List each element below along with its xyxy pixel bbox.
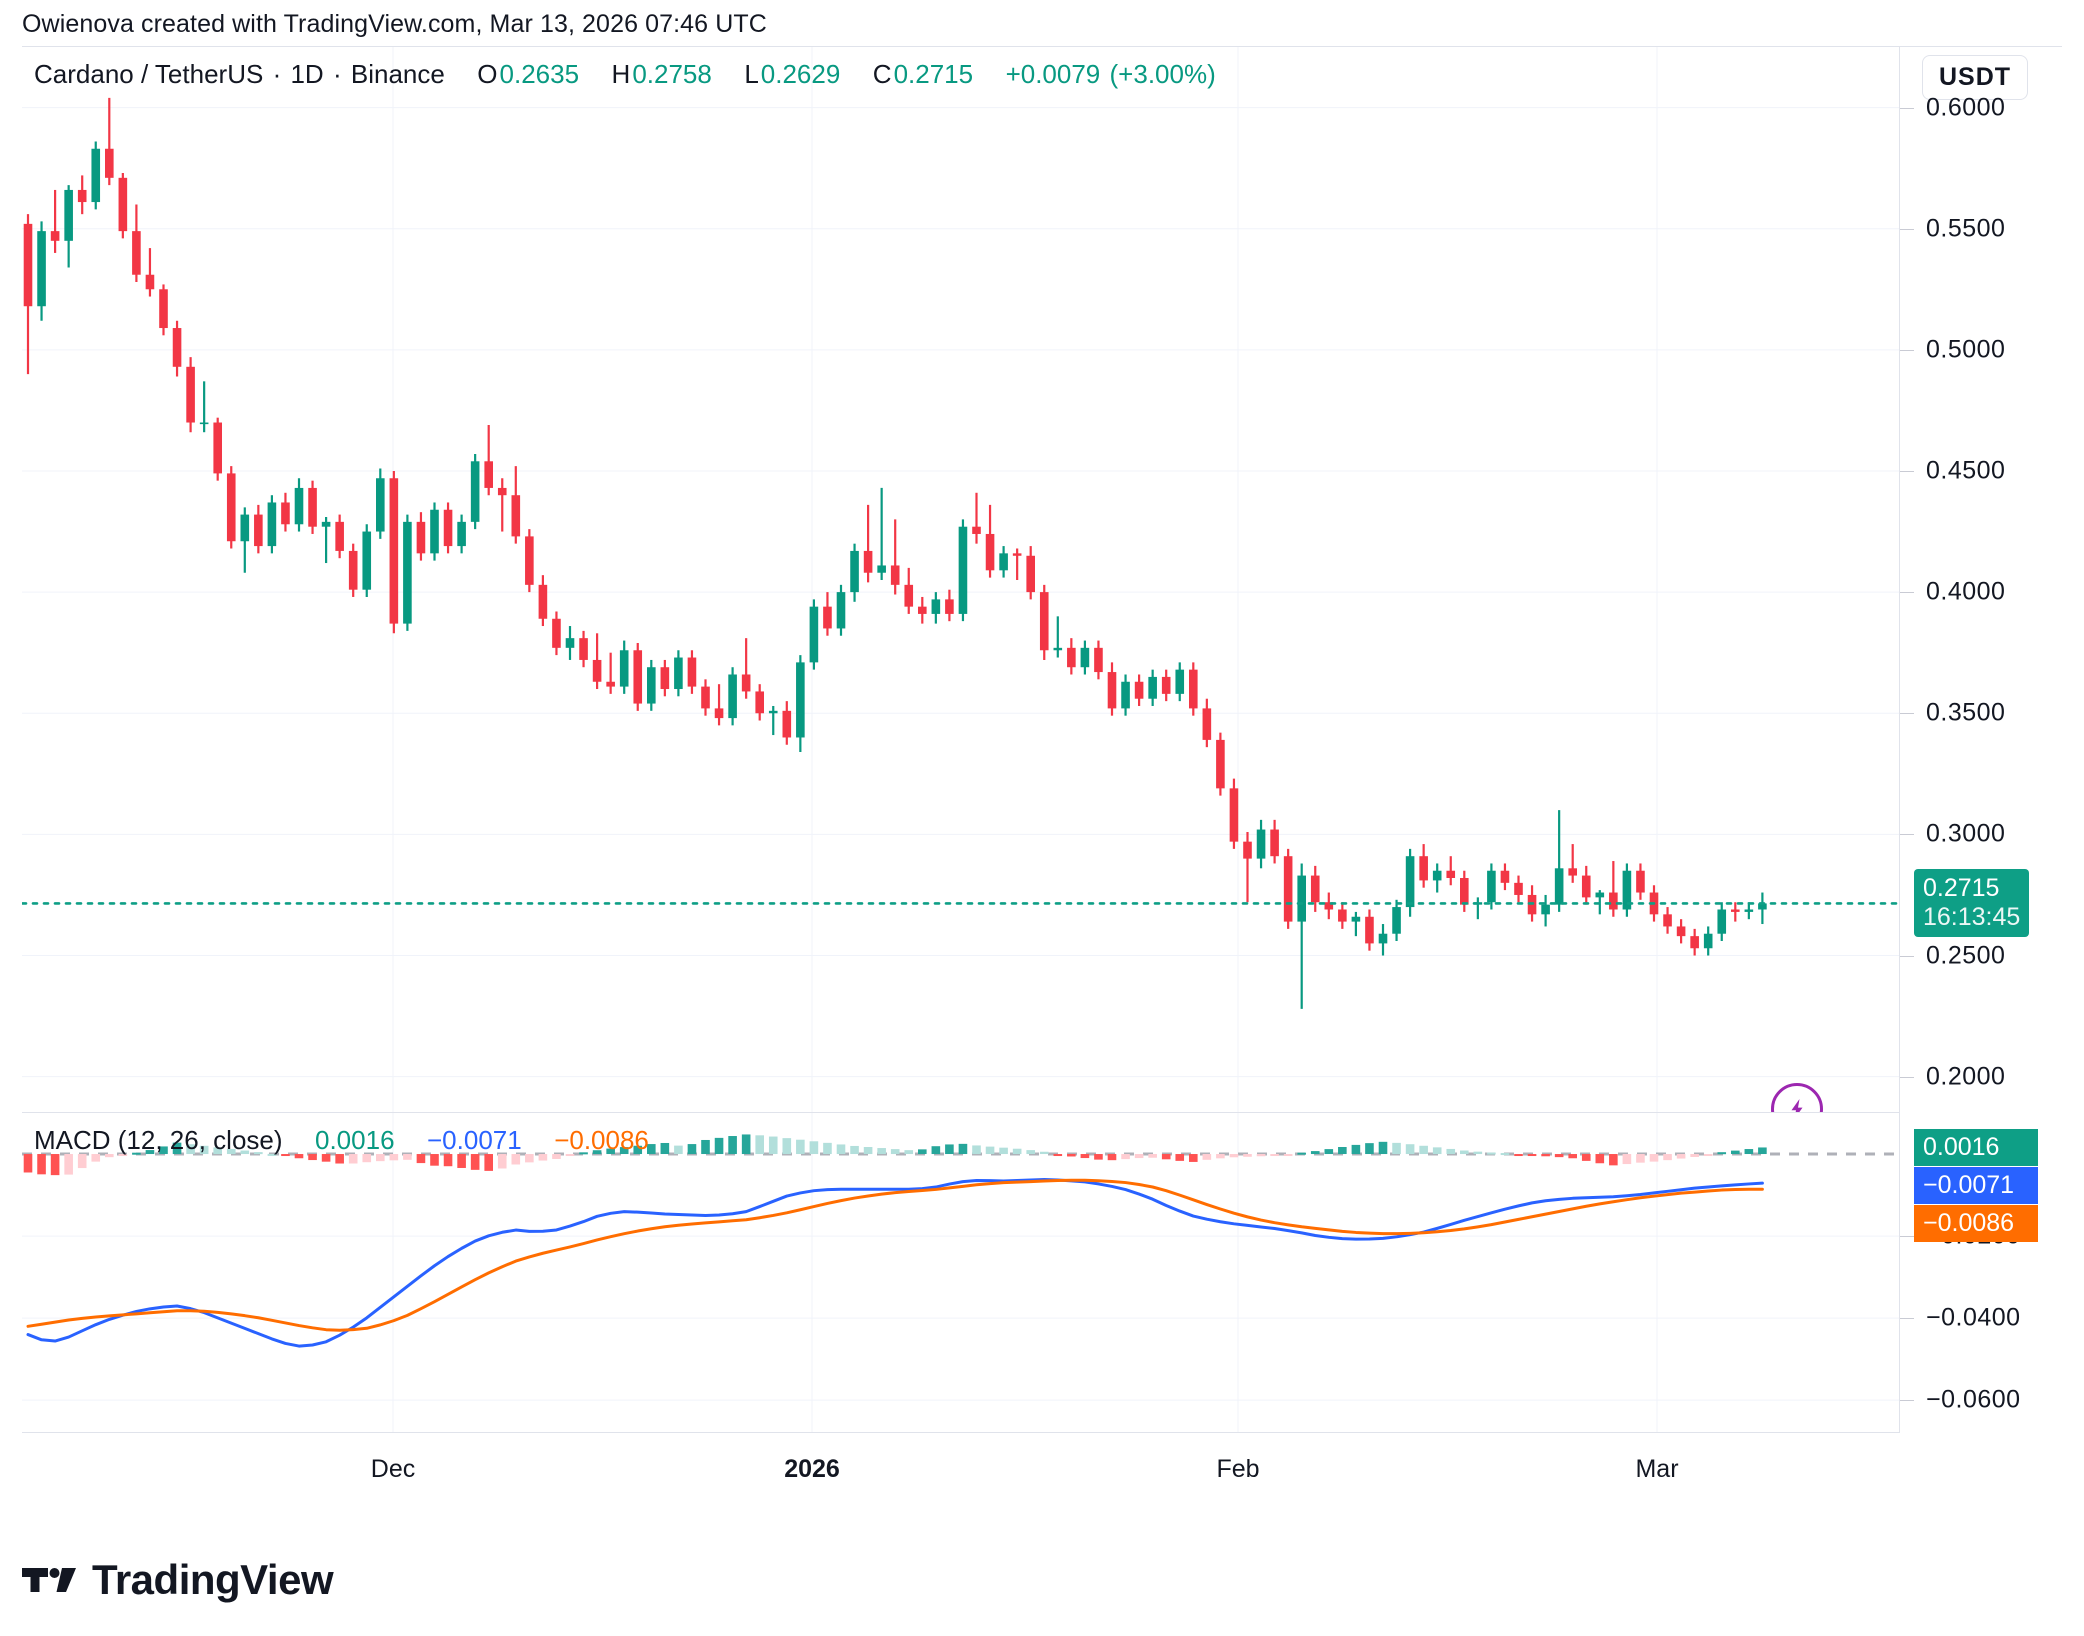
price-axis-tick bbox=[1900, 713, 1914, 715]
macd-line-badge[interactable]: −0.0071 bbox=[1914, 1167, 2038, 1205]
chart-frame: Cardano / TetherUS · 1D · Binance O0.263… bbox=[22, 46, 2062, 1498]
price-axis-tick-label: 0.3500 bbox=[1926, 698, 2006, 727]
price-axis-tick-label: 0.2000 bbox=[1926, 1062, 2006, 1091]
time-axis-label: Dec bbox=[370, 1455, 416, 1483]
macd-hist-value: 0.0016 bbox=[315, 1125, 395, 1155]
macd-signal-value: −0.0086 bbox=[554, 1125, 649, 1155]
legend-exchange[interactable]: Binance bbox=[350, 59, 445, 89]
macd-axis[interactable]: −0.0200−0.0400−0.06000.0016−0.0071−0.008… bbox=[1900, 1113, 2062, 1433]
price-chart-pane[interactable]: Cardano / TetherUS · 1D · Binance O0.263… bbox=[22, 47, 1900, 1113]
time-axis-label: Feb bbox=[1216, 1455, 1260, 1483]
price-axis-tick bbox=[1900, 470, 1914, 472]
legend-interval[interactable]: 1D bbox=[290, 59, 324, 89]
current-price-value: 0.2715 bbox=[1923, 874, 2000, 903]
legend-low-value: 0.2629 bbox=[760, 59, 841, 89]
legend-change-percent: (+3.00%) bbox=[1109, 59, 1216, 89]
time-axis-label: Mar bbox=[1635, 1455, 1679, 1483]
legend-high-label: H bbox=[611, 59, 631, 89]
attribution-text: Owienova created with TradingView.com, M… bbox=[22, 10, 767, 38]
macd-axis-tick bbox=[1900, 1400, 1914, 1402]
current-price-badge[interactable]: 0.2715 16:13:45 bbox=[1914, 869, 2030, 938]
price-axis-tick bbox=[1900, 228, 1914, 230]
candle-countdown-timer: 16:13:45 bbox=[1923, 903, 2021, 932]
legend-close-label: C bbox=[872, 59, 892, 89]
macd-signal-badge[interactable]: −0.0086 bbox=[1914, 1205, 2038, 1243]
legend-sep-1: · bbox=[272, 59, 282, 89]
macd-line-value: −0.0071 bbox=[427, 1125, 522, 1155]
price-axis-tick bbox=[1900, 1076, 1914, 1078]
legend-change: +0.0079 bbox=[1005, 59, 1101, 89]
tradingview-mark-icon bbox=[22, 1568, 76, 1592]
price-axis-tick bbox=[1900, 349, 1914, 351]
legend-close-value: 0.2715 bbox=[893, 59, 974, 89]
price-axis[interactable]: USDT 0.6000 0.5500 0.5000 0.4500 0.4000 0.350… bbox=[1900, 47, 2062, 1113]
macd-axis-tick-label: −0.0400 bbox=[1926, 1303, 2021, 1332]
tradingview-wordmark: TradingView bbox=[92, 1556, 334, 1603]
macd-axis-tick bbox=[1900, 1318, 1914, 1320]
macd-axis-tick bbox=[1900, 1236, 1914, 1238]
price-axis-tick bbox=[1900, 955, 1914, 957]
price-axis-tick-label: 0.4000 bbox=[1926, 577, 2006, 606]
macd-title[interactable]: MACD (12, 26, close) bbox=[34, 1125, 283, 1155]
price-axis-tick-label: 0.2500 bbox=[1926, 941, 2006, 970]
price-legend[interactable]: Cardano / TetherUS · 1D · Binance O0.263… bbox=[34, 61, 1218, 87]
legend-sep-2: · bbox=[332, 59, 342, 89]
time-axis-label: 2026 bbox=[784, 1455, 840, 1483]
macd-hist-badge[interactable]: 0.0016 bbox=[1914, 1129, 2038, 1167]
price-axis-tick-label: 0.3000 bbox=[1926, 819, 2006, 848]
price-axis-tick-label: 0.6000 bbox=[1926, 93, 2006, 122]
legend-symbol[interactable]: Cardano / TetherUS bbox=[34, 59, 264, 89]
tradingview-logo: TradingView bbox=[22, 1556, 334, 1604]
price-axis-tick-label: 0.5000 bbox=[1926, 335, 2006, 364]
macd-svg bbox=[22, 1113, 1899, 1432]
price-axis-tick-label: 0.5500 bbox=[1926, 214, 2006, 243]
macd-legend[interactable]: MACD (12, 26, close) 0.0016 −0.0071 −0.0… bbox=[34, 1127, 651, 1153]
lightning-glyph bbox=[1791, 1099, 1803, 1112]
legend-open-value: 0.2635 bbox=[499, 59, 580, 89]
currency-unit-badge[interactable]: USDT bbox=[1922, 55, 2029, 100]
price-axis-tick bbox=[1900, 592, 1914, 594]
price-axis-tick bbox=[1900, 834, 1914, 836]
legend-low-label: L bbox=[744, 59, 759, 89]
time-axis[interactable]: Dec 2026 Feb Mar bbox=[22, 1433, 2062, 1499]
price-axis-tick-label: 0.4500 bbox=[1926, 456, 2006, 485]
macd-axis-tick-label: −0.0600 bbox=[1926, 1385, 2021, 1414]
price-candlestick-svg bbox=[22, 47, 1899, 1112]
price-axis-tick bbox=[1900, 107, 1914, 109]
legend-high-value: 0.2758 bbox=[632, 59, 712, 89]
legend-open-label: O bbox=[477, 59, 498, 89]
macd-indicator-pane[interactable]: MACD (12, 26, close) 0.0016 −0.0071 −0.0… bbox=[22, 1113, 1900, 1433]
